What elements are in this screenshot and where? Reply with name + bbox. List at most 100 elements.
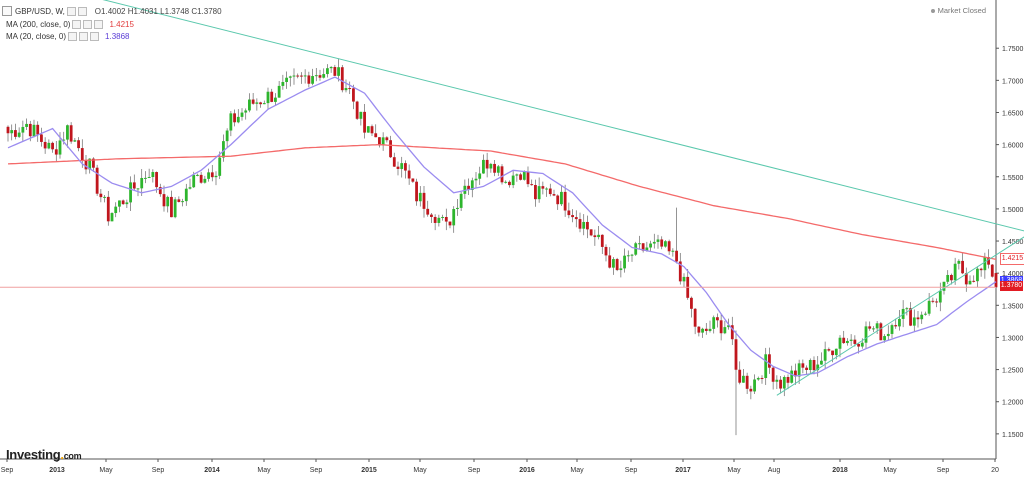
candle-body	[162, 194, 166, 207]
candle-body	[667, 241, 671, 252]
candle-body	[147, 177, 151, 179]
candle-body	[173, 199, 177, 218]
candle-body	[552, 194, 556, 196]
ma200-remove-icon[interactable]	[94, 19, 104, 29]
candle-body	[73, 140, 77, 142]
candle-body	[537, 186, 541, 200]
hide-icon[interactable]	[77, 6, 87, 16]
candle-body	[274, 97, 277, 102]
candle-body	[84, 160, 88, 170]
candle-body	[192, 174, 196, 188]
x-tick-label: May	[257, 467, 271, 474]
x-tick-label: 2014	[204, 467, 220, 474]
status-dot-icon	[930, 8, 935, 13]
x-tick-label: Sep	[152, 467, 165, 474]
candle-body	[452, 209, 456, 226]
candle-body	[623, 255, 626, 269]
x-tick-label: Aug	[768, 467, 781, 474]
candle-body	[47, 142, 51, 149]
candle-body	[88, 158, 92, 170]
candle-body	[701, 328, 704, 333]
candle-body	[40, 134, 43, 142]
candle-body	[311, 76, 314, 84]
ma20-price-label: 1.3868	[1000, 275, 1023, 286]
candle-body	[99, 193, 103, 198]
candle-body	[25, 123, 28, 127]
settings-icon[interactable]	[66, 6, 76, 16]
candle-body	[775, 379, 779, 382]
candle-body	[920, 314, 924, 320]
candle-body	[950, 274, 953, 281]
candle-body	[593, 235, 597, 238]
candle-body	[459, 193, 463, 208]
candle-body	[28, 123, 32, 137]
candle-body	[790, 370, 794, 383]
candle-body	[857, 343, 860, 347]
candle-body	[831, 350, 834, 356]
x-tick-label: 2015	[361, 467, 377, 474]
candle-body	[106, 196, 110, 222]
ma200-settings-icon[interactable]	[72, 19, 82, 29]
candle-body	[987, 257, 990, 265]
candle-body	[935, 301, 938, 303]
ma20-settings-icon[interactable]	[68, 31, 78, 41]
candle-body	[909, 308, 912, 326]
y-tick-label: 1.2500	[1002, 368, 1024, 375]
candle-body	[359, 111, 363, 119]
candle-body	[218, 157, 222, 176]
candle-body	[805, 367, 808, 370]
candle-body	[671, 250, 675, 252]
candle-body	[415, 181, 418, 202]
ma20-remove-icon[interactable]	[90, 31, 100, 41]
candle-body	[6, 126, 10, 134]
candle-body	[898, 318, 901, 327]
investing-logo[interactable]: Investing.com	[6, 447, 82, 462]
candle-body	[296, 75, 300, 77]
market-status-text: Market Closed	[937, 6, 986, 15]
candle-body	[196, 174, 199, 176]
candle-body	[144, 177, 147, 179]
candle-body	[931, 300, 935, 302]
y-tick-label: 1.5000	[1002, 207, 1024, 214]
candle-body	[812, 360, 816, 371]
candle-body	[823, 349, 827, 361]
candle-body	[771, 367, 775, 382]
candle-body	[426, 208, 430, 215]
candle-body	[515, 174, 519, 176]
candle-body	[786, 376, 790, 383]
candle-body	[972, 280, 976, 282]
market-status: Market Closed	[930, 6, 986, 15]
candle-body	[132, 182, 136, 189]
candle-body	[808, 360, 812, 370]
candle-body	[615, 259, 619, 271]
candle-body	[571, 215, 574, 218]
candle-body	[556, 195, 560, 205]
candle-body	[641, 243, 645, 251]
candle-body	[638, 243, 641, 245]
candle-body	[366, 126, 370, 133]
candle-body	[285, 77, 288, 83]
candle-body	[266, 91, 270, 104]
candle-body	[158, 187, 162, 195]
candle-body	[418, 192, 422, 202]
ma20-hide-icon[interactable]	[79, 31, 89, 41]
candle-body	[233, 113, 236, 123]
ma200-hide-icon[interactable]	[83, 19, 93, 29]
close-price-label: 1.3780	[1000, 281, 1023, 292]
candle-body	[422, 192, 426, 209]
candle-body	[485, 159, 489, 169]
candle-body	[136, 188, 140, 190]
candle-body	[404, 163, 407, 171]
candle-body	[797, 363, 801, 377]
candle-body	[411, 178, 415, 182]
candle-body	[407, 170, 411, 179]
candle-body	[437, 217, 441, 223]
candle-body	[924, 313, 927, 315]
candle-body	[51, 142, 54, 150]
y-tick-label: 1.4000	[1002, 271, 1024, 278]
candle-body	[69, 125, 73, 142]
candle-body	[500, 166, 504, 183]
collapse-icon[interactable]	[2, 6, 12, 16]
candle-body	[760, 377, 764, 379]
